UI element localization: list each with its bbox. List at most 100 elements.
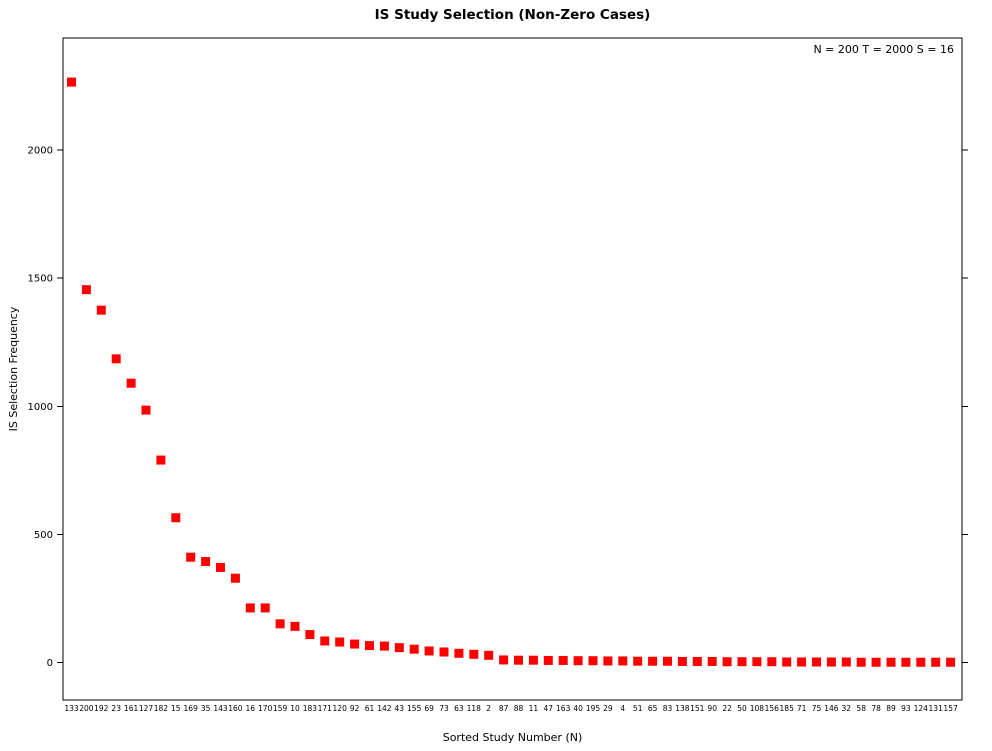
x-tick-label: 50 — [737, 704, 747, 713]
x-tick-label: 22 — [722, 704, 732, 713]
data-point — [216, 562, 225, 572]
x-tick-label: 40 — [573, 704, 583, 713]
x-tick-label: 127 — [139, 704, 154, 713]
data-point — [767, 657, 777, 667]
data-point — [350, 639, 360, 649]
data-point — [603, 656, 613, 666]
plot-box — [62, 37, 963, 701]
data-point — [156, 455, 166, 465]
x-tick-label: 160 — [228, 704, 243, 713]
data-point — [633, 656, 643, 666]
data-point — [499, 655, 509, 665]
data-point — [737, 657, 747, 667]
x-tick-label: 183 — [303, 704, 318, 713]
x-tick-label: 73 — [439, 704, 449, 713]
data-point — [305, 630, 315, 640]
annotation-label: N = 200 T = 2000 S = 16 — [813, 43, 954, 56]
x-tick-label: 120 — [333, 704, 348, 713]
x-tick-label: 195 — [586, 704, 601, 713]
data-point — [528, 655, 538, 665]
x-tick-label: 51 — [633, 704, 643, 713]
data-point — [454, 648, 464, 658]
data-point — [812, 657, 821, 667]
x-tick-label: 192 — [94, 704, 109, 713]
x-tick-label: 161 — [124, 704, 139, 713]
x-tick-label: 142 — [377, 704, 392, 713]
data-point — [946, 657, 956, 667]
x-tick-label: 29 — [603, 704, 613, 713]
x-tick-label: 155 — [407, 704, 422, 713]
data-point — [424, 646, 434, 656]
data-point — [663, 656, 672, 666]
data-point — [588, 656, 598, 666]
x-tick-label: 163 — [556, 704, 571, 713]
x-tick-label: 88 — [514, 704, 524, 713]
x-tick-label: 35 — [201, 704, 211, 713]
data-point — [111, 354, 121, 364]
y-axis-title: IS Selection Frequency — [7, 306, 20, 431]
data-point — [379, 641, 389, 651]
x-tick-label: 63 — [454, 704, 464, 713]
x-tick-label: 11 — [529, 704, 539, 713]
data-point — [707, 656, 717, 666]
y-tick-label: 500 — [34, 530, 53, 541]
data-point — [126, 378, 136, 388]
data-point — [856, 657, 866, 667]
x-tick-label: 170 — [258, 704, 273, 713]
data-point — [573, 656, 583, 666]
x-axis-title: Sorted Study Number (N) — [443, 731, 583, 744]
x-tick-label: 71 — [797, 704, 807, 713]
x-tick-label: 15 — [171, 704, 181, 713]
data-point — [275, 619, 285, 629]
y-tick-label: 2000 — [28, 146, 53, 157]
x-tick-label: 138 — [675, 704, 690, 713]
x-tick-label: 131 — [929, 704, 944, 713]
x-tick-label: 4 — [620, 704, 625, 713]
data-point — [81, 285, 91, 295]
x-tick-label: 156 — [765, 704, 780, 713]
x-tick-label: 92 — [350, 704, 360, 713]
y-tick-label: 0 — [47, 658, 53, 669]
x-tick-label: 108 — [750, 704, 765, 713]
data-point — [245, 603, 255, 613]
data-point — [826, 657, 836, 667]
x-tick-label: 78 — [871, 704, 881, 713]
data-point — [618, 656, 628, 666]
x-tick-label: 185 — [780, 704, 795, 713]
data-point — [439, 647, 449, 657]
x-tick-label: 32 — [842, 704, 852, 713]
data-point — [648, 656, 658, 666]
x-tick-label: 89 — [886, 704, 896, 713]
data-point — [365, 641, 374, 651]
data-point — [320, 636, 330, 646]
data-point — [335, 637, 345, 647]
x-tick-label: 58 — [856, 704, 866, 713]
x-tick-label: 10 — [290, 704, 300, 713]
x-tick-label: 65 — [648, 704, 658, 713]
x-tick-label: 90 — [707, 704, 717, 713]
data-point — [201, 557, 211, 567]
data-point — [558, 655, 568, 665]
x-tick-label: 124 — [914, 704, 929, 713]
x-tick-label: 16 — [246, 704, 256, 713]
x-tick-label: 143 — [213, 704, 228, 713]
x-tick-label: 200 — [79, 704, 94, 713]
data-point — [722, 657, 732, 667]
x-tick-label: 133 — [64, 704, 79, 713]
data-point — [394, 643, 404, 653]
x-tick-label: 171 — [318, 704, 333, 713]
data-point — [484, 650, 494, 660]
data-point — [141, 405, 151, 415]
data-point — [409, 644, 419, 654]
data-point — [260, 603, 270, 613]
data-point — [290, 621, 300, 631]
data-point — [96, 305, 106, 315]
data-point — [886, 657, 896, 667]
data-point — [692, 656, 702, 666]
x-tick-label: 2 — [486, 704, 491, 713]
y-tick-label: 1000 — [28, 402, 53, 413]
data-point — [782, 657, 792, 667]
x-tick-label: 182 — [154, 704, 169, 713]
x-tick-label: 157 — [943, 704, 958, 713]
